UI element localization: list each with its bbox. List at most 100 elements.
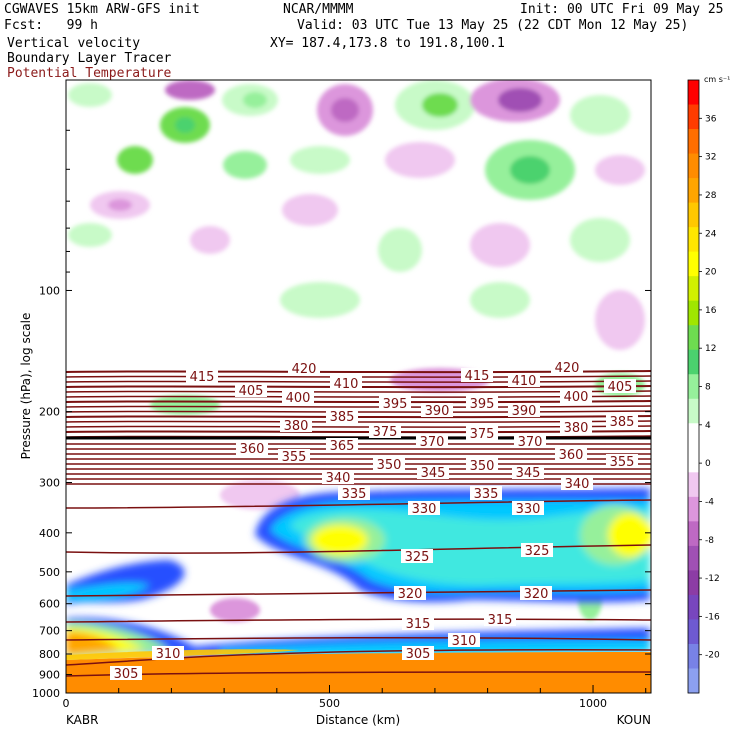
theta-label-bg — [280, 418, 312, 432]
theta-label-bg — [421, 403, 453, 417]
theta-label-bg — [508, 403, 540, 417]
theta-contour — [66, 442, 651, 446]
theta-label-bg — [466, 426, 498, 440]
theta-contour — [66, 499, 651, 509]
theta-label: 420 — [292, 362, 317, 377]
y-tick-label: 600 — [39, 598, 60, 611]
theta-label: 415 — [190, 370, 215, 385]
y-tick-label: 800 — [39, 648, 60, 661]
theta-contour — [66, 420, 651, 423]
y-tick-label: 300 — [39, 477, 60, 490]
theta-label: 345 — [421, 466, 446, 481]
theta-label: 335 — [342, 487, 367, 502]
colorbar-tick-label: 20 — [705, 268, 717, 278]
y-tick-label: 500 — [39, 566, 60, 579]
theta-label: 320 — [398, 587, 423, 602]
colorbar-tick-label: 24 — [705, 229, 717, 239]
theta-contour — [66, 482, 651, 486]
theta-label: 355 — [610, 455, 635, 470]
theta-label-bg — [373, 457, 405, 471]
theta-label-bg — [466, 396, 498, 410]
theta-label-bg — [512, 501, 544, 515]
theta-label-bg — [288, 361, 320, 375]
theta-label: 325 — [405, 550, 430, 565]
theta-label-bg — [514, 434, 546, 448]
colorbar-swatch — [688, 349, 699, 375]
theta-contour — [66, 452, 651, 456]
theta-label: 375 — [373, 425, 398, 440]
theta-label-bg — [236, 441, 268, 455]
cross-section-endpoints: XY= 187.4,173.8 to 191.8,100.1 — [270, 36, 505, 51]
theta-label-bg — [484, 612, 516, 626]
x-tick-label: 500 — [319, 697, 340, 710]
theta-label: 395 — [470, 397, 495, 412]
theta-label-bg — [110, 666, 142, 680]
y-tick-label: 900 — [39, 669, 60, 682]
theta-label: 405 — [239, 384, 264, 399]
theta-label: 415 — [465, 369, 490, 384]
theta-contour — [66, 410, 651, 413]
x-tick-label: 0 — [63, 697, 70, 710]
theta-label: 380 — [284, 419, 309, 434]
theta-contour — [66, 395, 651, 398]
colorbar-swatch — [688, 129, 699, 155]
theta-label-bg — [520, 586, 552, 600]
theta-label-bg — [560, 420, 592, 434]
forecast-hour: Fcst: 99 h — [4, 18, 98, 33]
colorbar-swatch — [688, 643, 699, 669]
theta-contour — [66, 375, 651, 378]
y-tick-label: 1000 — [32, 687, 60, 700]
colorbar-tick-label: 12 — [705, 344, 716, 354]
theta-label-bg — [326, 409, 358, 423]
theta-contour — [66, 544, 651, 554]
theta-label: 390 — [425, 404, 450, 419]
theta-label: 325 — [525, 544, 550, 559]
theta-contour — [66, 405, 651, 408]
theta-label-bg — [235, 383, 267, 397]
theta-label: 365 — [330, 439, 355, 454]
theta-contour — [66, 649, 651, 666]
colorbar: 36 32 28 24 20 16 12 8 4 0 -4 -8 -12 -16 -20 — [687, 79, 720, 694]
theta-label-bg — [322, 470, 354, 484]
valid-time: Valid: 03 UTC Tue 13 May 25 (22 CDT Mon … — [297, 18, 689, 33]
colorbar-tick-label: 0 — [705, 459, 711, 469]
colorbar-swatch — [688, 668, 699, 694]
theta-label: 400 — [564, 390, 589, 405]
colorbar-swatch — [688, 398, 699, 424]
theta-label: 355 — [282, 450, 307, 465]
colorbar-swatch — [688, 251, 699, 277]
colorbar-swatch — [688, 423, 699, 449]
colorbar-tick-label: -16 — [705, 612, 720, 622]
theta-label: 370 — [420, 435, 445, 450]
theta-label-bg — [369, 424, 401, 438]
theta-label: 315 — [406, 617, 431, 632]
theta-label-bg — [604, 379, 636, 393]
theta-contour — [66, 477, 651, 481]
theta-contour — [66, 472, 651, 476]
colorbar-swatch — [688, 276, 699, 302]
theta-label: 385 — [610, 415, 635, 430]
colorbar-swatch — [688, 447, 699, 473]
theta-label-bg — [278, 449, 310, 463]
theta-contour — [66, 589, 651, 597]
theta-label-bg — [560, 389, 592, 403]
colorbar-tick-label: -8 — [705, 536, 714, 546]
x-end-station: KOUN — [617, 713, 651, 727]
theta-label: 335 — [474, 487, 499, 502]
x-axis-label: Distance (km) — [316, 713, 400, 727]
theta-label: 360 — [240, 442, 265, 457]
theta-label: 310 — [156, 647, 181, 662]
colorbar-swatch — [688, 521, 699, 547]
colorbar-swatch — [688, 619, 699, 645]
theta-label: 320 — [524, 587, 549, 602]
plot-frame — [65, 79, 652, 694]
colorbar-tick-label: -20 — [705, 651, 720, 661]
theta-contour — [66, 380, 651, 383]
colorbar-tick-label: 36 — [705, 114, 717, 124]
theta-label: 380 — [564, 421, 589, 436]
theta-label-bg — [448, 633, 480, 647]
theta-contour — [66, 618, 651, 623]
theta-contour — [66, 462, 651, 466]
